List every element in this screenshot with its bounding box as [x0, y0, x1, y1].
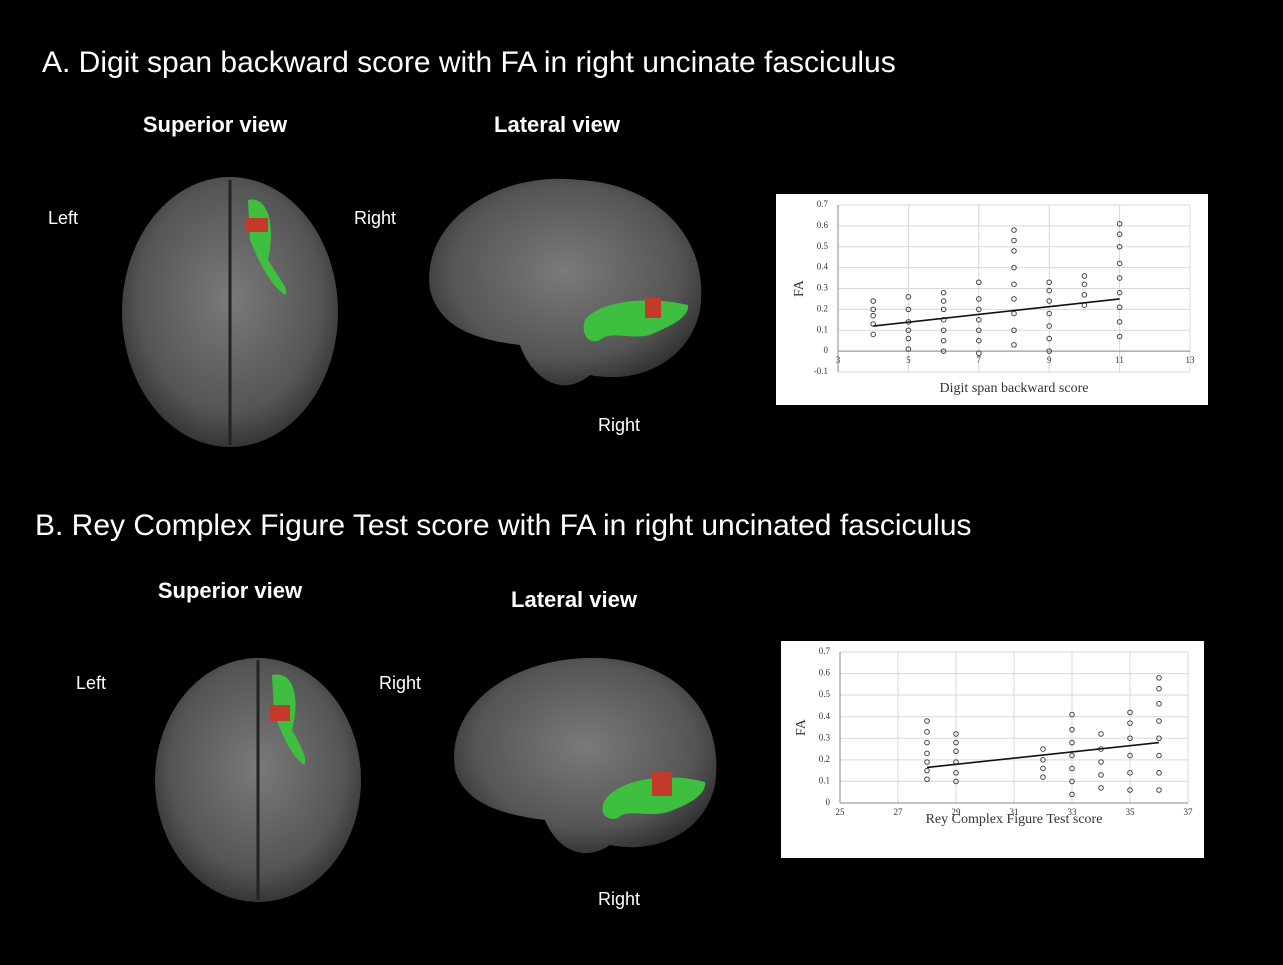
- brain-superior: [155, 658, 361, 902]
- side-label: Right: [379, 673, 421, 693]
- view-label: Lateral view: [511, 587, 638, 612]
- brain-superior: [122, 177, 338, 447]
- x-tick-label: 13: [1186, 355, 1196, 365]
- y-tick-label: -0.1: [814, 366, 828, 376]
- side-label: Right: [598, 415, 640, 435]
- y-tick-label: 0.4: [819, 711, 831, 721]
- x-tick-label: 35: [1126, 807, 1136, 817]
- x-axis-label: Rey Complex Figure Test score: [926, 812, 1103, 827]
- y-tick-label: 0.3: [819, 732, 831, 742]
- x-tick-label: 25: [836, 807, 846, 817]
- view-label: Superior view: [158, 578, 303, 603]
- side-label: Left: [48, 208, 78, 228]
- x-axis-label: Digit span backward score: [940, 381, 1089, 396]
- y-tick-label: 0.2: [819, 754, 830, 764]
- y-axis-label: FA: [794, 718, 809, 736]
- x-tick-label: 5: [906, 355, 911, 365]
- y-tick-label: 0.1: [819, 775, 830, 785]
- panel-title: A. Digit span backward score with FA in …: [42, 46, 896, 79]
- panel-title: B. Rey Complex Figure Test score with FA…: [35, 509, 972, 542]
- y-tick-label: 0.6: [819, 668, 831, 678]
- y-tick-label: 0.3: [817, 283, 829, 293]
- side-label: Left: [76, 673, 106, 693]
- x-tick-label: 37: [1184, 807, 1194, 817]
- x-tick-label: 9: [1047, 355, 1052, 365]
- view-label: Lateral view: [494, 112, 621, 137]
- x-tick-label: 27: [894, 807, 904, 817]
- view-label: Superior view: [143, 112, 288, 137]
- side-label: Right: [354, 208, 396, 228]
- x-tick-label: 7: [977, 355, 982, 365]
- y-tick-label: 0.1: [817, 324, 828, 334]
- y-tick-label: 0.5: [819, 689, 831, 699]
- y-tick-label: 0: [824, 345, 829, 355]
- y-tick-label: 0.7: [817, 199, 829, 209]
- side-label: Right: [598, 889, 640, 909]
- y-tick-label: 0.2: [817, 303, 828, 313]
- y-tick-label: 0.7: [819, 646, 831, 656]
- page: A. Digit span backward score with FA in …: [0, 0, 1283, 965]
- y-tick-label: 0.4: [817, 262, 829, 272]
- figure: A. Digit span backward score with FA in …: [0, 0, 1283, 965]
- y-tick-label: 0.6: [817, 220, 829, 230]
- x-tick-label: 11: [1115, 355, 1124, 365]
- y-tick-label: 0: [826, 797, 831, 807]
- y-tick-label: 0.5: [817, 241, 829, 251]
- y-axis-label: FA: [792, 279, 807, 297]
